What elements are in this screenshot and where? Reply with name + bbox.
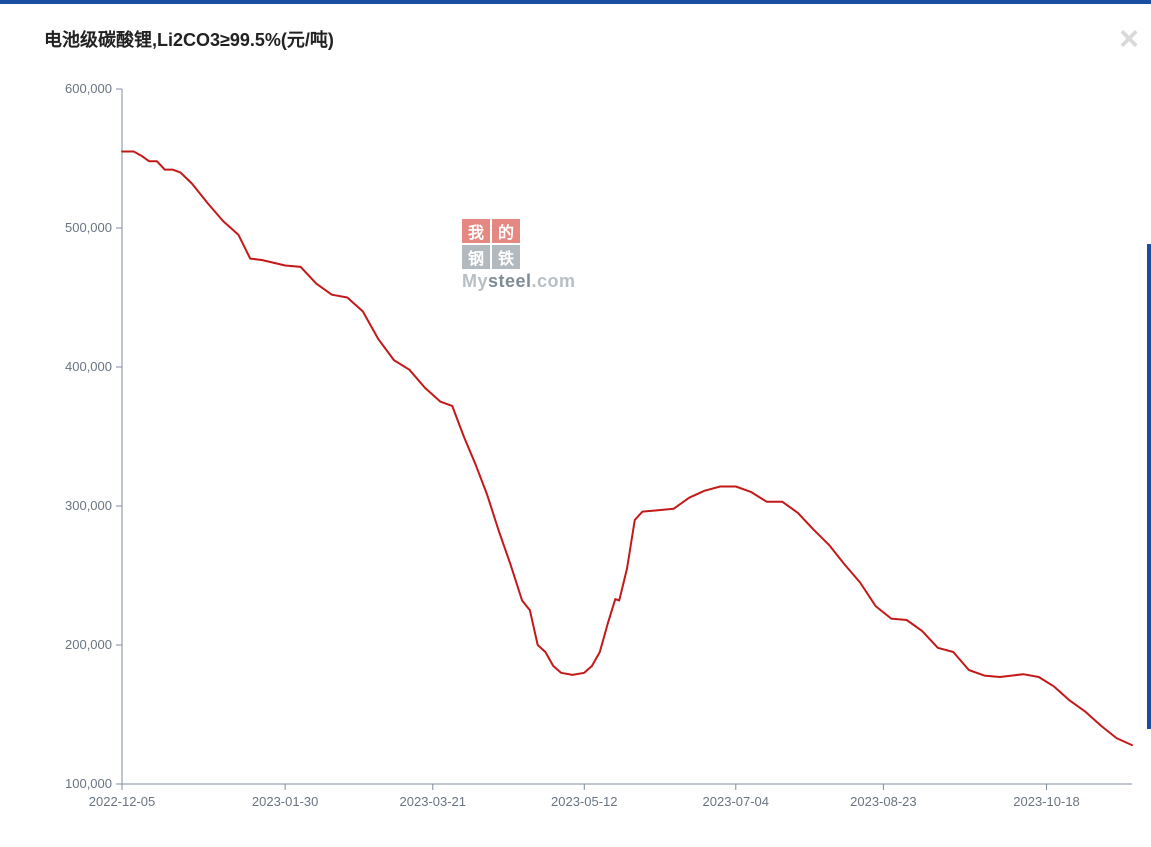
y-tick-label: 500,000 — [65, 220, 112, 235]
x-tick-label: 2023-05-12 — [551, 794, 618, 809]
x-tick-label: 2023-01-30 — [252, 794, 319, 809]
line-chart: 100,000 200,000 300,000 400,000 500,000 600,0… — [42, 74, 1137, 829]
x-tick-label: 2022-12-05 — [89, 794, 156, 809]
x-tick-label: 2023-03-21 — [400, 794, 467, 809]
chart-title: 电池级碳酸锂,Li2CO3≥99.5%(元/吨) — [44, 26, 334, 52]
chart-area: 100,000 200,000 300,000 400,000 500,000 600,0… — [42, 74, 1137, 829]
right-accent-bar — [1147, 244, 1151, 729]
close-icon[interactable]: × — [1119, 22, 1139, 56]
price-series-line — [122, 152, 1132, 746]
y-tick-label: 600,000 — [65, 81, 112, 96]
y-tick-label: 200,000 — [65, 637, 112, 652]
x-tick-label: 2023-07-04 — [703, 794, 770, 809]
y-tick-label: 400,000 — [65, 359, 112, 374]
chart-panel: × 电池级碳酸锂,Li2CO3≥99.5%(元/吨) 100,000 200,00… — [0, 0, 1151, 847]
x-tick-label: 2023-10-18 — [1013, 794, 1080, 809]
y-tick-label: 100,000 — [65, 776, 112, 791]
x-tick-label: 2023-08-23 — [850, 794, 917, 809]
y-tick-label: 300,000 — [65, 498, 112, 513]
